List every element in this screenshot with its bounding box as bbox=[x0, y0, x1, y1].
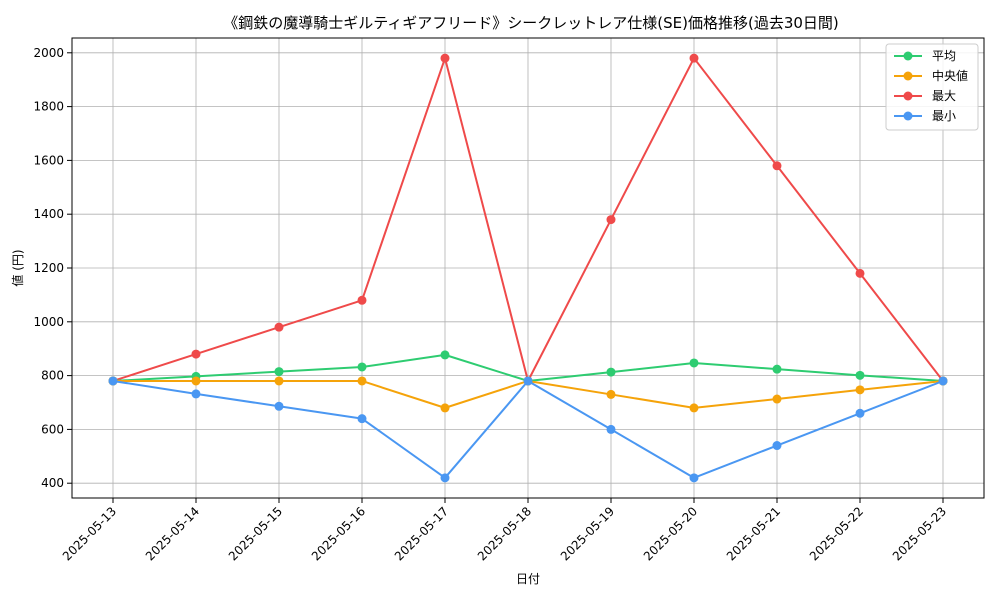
y-tick-label: 800 bbox=[41, 369, 64, 383]
grid-lines bbox=[72, 38, 984, 498]
legend-marker-0 bbox=[903, 51, 913, 61]
x-axis-ticks: 2025-05-13 2025-05-14 2025-05-15 2025-05-16… bbox=[60, 498, 949, 563]
x-tick-label: 2025-05-23 bbox=[890, 504, 949, 563]
data-point-2 bbox=[274, 322, 284, 332]
data-point-3 bbox=[689, 473, 699, 483]
x-tick-label: 2025-05-17 bbox=[392, 504, 451, 563]
data-point-1 bbox=[689, 403, 699, 413]
legend-marker-3 bbox=[903, 111, 913, 121]
data-point-3 bbox=[606, 424, 616, 434]
y-tick-label: 1600 bbox=[33, 153, 64, 167]
legend-marker-2 bbox=[903, 91, 913, 101]
data-point-2 bbox=[689, 53, 699, 63]
data-point-2 bbox=[191, 349, 201, 359]
data-point-1 bbox=[274, 376, 284, 386]
y-axis-ticks: 400 600 800 1000 1200 1400 1600 1800 2000 bbox=[33, 46, 72, 490]
data-point-2 bbox=[855, 268, 865, 278]
data-point-2 bbox=[772, 161, 782, 171]
data-point-2 bbox=[606, 215, 616, 225]
data-point-2 bbox=[357, 295, 367, 305]
x-tick-label: 2025-05-19 bbox=[558, 504, 617, 563]
x-tick-label: 2025-05-20 bbox=[641, 504, 700, 563]
y-tick-label: 1200 bbox=[33, 261, 64, 275]
x-axis-label: 日付 bbox=[516, 572, 540, 586]
data-point-0 bbox=[855, 370, 865, 380]
x-tick-label: 2025-05-13 bbox=[60, 504, 119, 563]
x-tick-label: 2025-05-21 bbox=[724, 504, 783, 563]
legend-label-0: 平均 bbox=[932, 49, 956, 63]
data-point-3 bbox=[108, 376, 118, 386]
x-tick-label: 2025-05-14 bbox=[143, 504, 202, 563]
x-tick-label: 2025-05-15 bbox=[226, 504, 285, 563]
legend-label-2: 最大 bbox=[932, 89, 956, 103]
data-point-3 bbox=[772, 441, 782, 451]
legend-label-1: 中央値 bbox=[932, 68, 968, 83]
chart-title: 《鋼鉄の魔導騎士ギルティギアフリード》シークレットレア仕様(SE)価格推移(過去… bbox=[223, 14, 839, 32]
y-tick-label: 1800 bbox=[33, 100, 64, 114]
data-point-1 bbox=[440, 403, 450, 413]
series-group bbox=[108, 53, 948, 483]
data-point-1 bbox=[191, 376, 201, 386]
legend-box bbox=[885, 43, 979, 131]
x-tick-label: 2025-05-22 bbox=[807, 504, 866, 563]
y-tick-label: 2000 bbox=[33, 46, 64, 60]
y-tick-label: 1400 bbox=[33, 207, 64, 221]
data-point-3 bbox=[440, 473, 450, 483]
legend-label-3: 最小 bbox=[932, 109, 956, 123]
data-point-0 bbox=[274, 367, 284, 377]
data-point-0 bbox=[772, 364, 782, 374]
data-point-0 bbox=[689, 358, 699, 368]
data-point-0 bbox=[440, 350, 450, 360]
data-point-0 bbox=[606, 367, 616, 377]
data-point-3 bbox=[191, 389, 201, 399]
data-point-3 bbox=[357, 414, 367, 424]
data-point-1 bbox=[606, 389, 616, 399]
y-axis-label: 値 (円) bbox=[10, 249, 25, 286]
y-tick-label: 600 bbox=[41, 422, 64, 436]
data-point-3 bbox=[274, 401, 284, 411]
x-tick-label: 2025-05-18 bbox=[475, 504, 534, 563]
data-point-1 bbox=[357, 376, 367, 386]
data-point-3 bbox=[855, 408, 865, 418]
data-point-1 bbox=[772, 394, 782, 404]
data-point-2 bbox=[440, 53, 450, 63]
data-point-3 bbox=[938, 376, 948, 386]
y-tick-label: 400 bbox=[41, 476, 64, 490]
data-point-0 bbox=[357, 362, 367, 372]
data-point-3 bbox=[523, 376, 533, 386]
y-tick-label: 1000 bbox=[33, 315, 64, 329]
x-tick-label: 2025-05-16 bbox=[309, 504, 368, 563]
data-point-1 bbox=[855, 385, 865, 395]
legend-marker-1 bbox=[903, 71, 913, 81]
